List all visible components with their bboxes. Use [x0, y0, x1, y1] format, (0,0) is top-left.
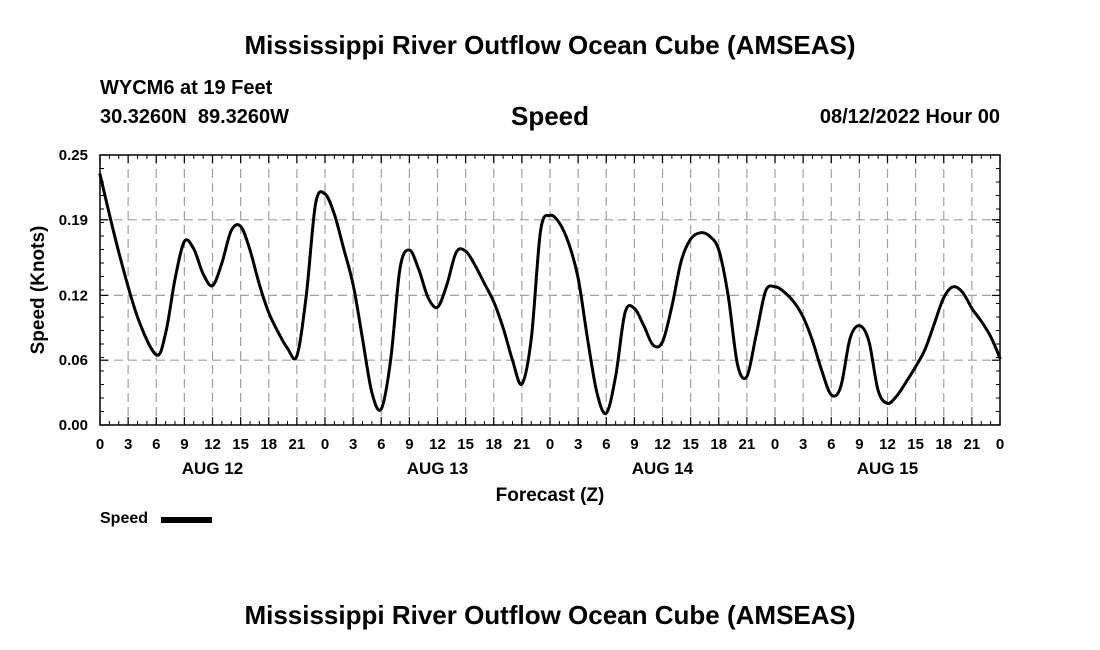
axis-labels: 0 3 6 9 12 15 18 21 0 3 6 9 12 15 18 21 0 3 6 9 12 15 18 21 0 3 6 9… [59, 147, 1004, 478]
x-tick-label: 12 [879, 436, 896, 453]
x-tick-label: 21 [739, 436, 756, 453]
x-tick-label: 6 [602, 436, 610, 453]
day-label: AUG 15 [857, 459, 918, 478]
y-tick-label: 0.25 [59, 147, 88, 164]
station-coordinates: 30.3260N 89.3260W [100, 106, 290, 128]
day-label: AUG 14 [632, 459, 694, 478]
x-tick-label: 3 [124, 436, 132, 453]
footer-title: Mississippi River Outflow Ocean Cube (AM… [244, 600, 856, 630]
y-tick-label: 0.06 [59, 352, 88, 369]
x-tick-label: 6 [152, 436, 160, 453]
legend-label: Speed [100, 510, 149, 527]
x-tick-label: 0 [321, 436, 329, 453]
x-tick-label: 9 [405, 436, 413, 453]
y-tick-label: 0.12 [59, 287, 88, 304]
x-tick-label: 9 [180, 436, 188, 453]
forecast-date: 08/12/2022 Hour 00 [819, 106, 1000, 128]
x-tick-label: 3 [799, 436, 807, 453]
x-tick-label: 9 [855, 436, 863, 453]
x-tick-label: 18 [935, 436, 952, 453]
x-tick-label: 21 [964, 436, 981, 453]
x-tick-label: 15 [682, 436, 699, 453]
legend-line-swatch [161, 517, 212, 523]
x-tick-label: 12 [204, 436, 221, 453]
x-tick-label: 18 [485, 436, 502, 453]
axis-ticks [99, 154, 1001, 426]
x-tick-label: 12 [654, 436, 671, 453]
x-tick-label: 0 [96, 436, 104, 453]
x-axis-title: Forecast (Z) [496, 485, 605, 506]
station-label: WYCM6 at 19 Feet [100, 77, 273, 99]
speed-series-line [98, 172, 1002, 416]
plot-frame [99, 154, 1001, 426]
x-tick-label: 0 [771, 436, 779, 453]
x-tick-label: 18 [260, 436, 277, 453]
x-tick-label: 9 [630, 436, 638, 453]
x-tick-label: 15 [907, 436, 924, 453]
x-tick-label: 15 [457, 436, 474, 453]
x-tick-label: 0 [546, 436, 554, 453]
x-tick-label: 18 [710, 436, 727, 453]
x-tick-label: 0 [996, 436, 1004, 453]
x-tick-label: 6 [377, 436, 385, 453]
y-tick-label: 0.00 [59, 417, 88, 434]
chart-title: Mississippi River Outflow Ocean Cube (AM… [244, 30, 856, 60]
x-tick-label: 6 [827, 436, 835, 453]
x-tick-label: 21 [289, 436, 306, 453]
x-tick-label: 3 [349, 436, 357, 453]
x-tick-label: 21 [514, 436, 531, 453]
y-axis-title: Speed (Knots) [28, 226, 49, 355]
y-tick-label: 0.19 [59, 212, 88, 229]
grid [100, 155, 1000, 425]
x-tick-label: 15 [232, 436, 249, 453]
variable-title: Speed [510, 101, 590, 131]
x-tick-label: 12 [429, 436, 446, 453]
day-label: AUG 13 [407, 459, 468, 478]
x-tick-label: 3 [574, 436, 582, 453]
day-label: AUG 12 [182, 459, 243, 478]
